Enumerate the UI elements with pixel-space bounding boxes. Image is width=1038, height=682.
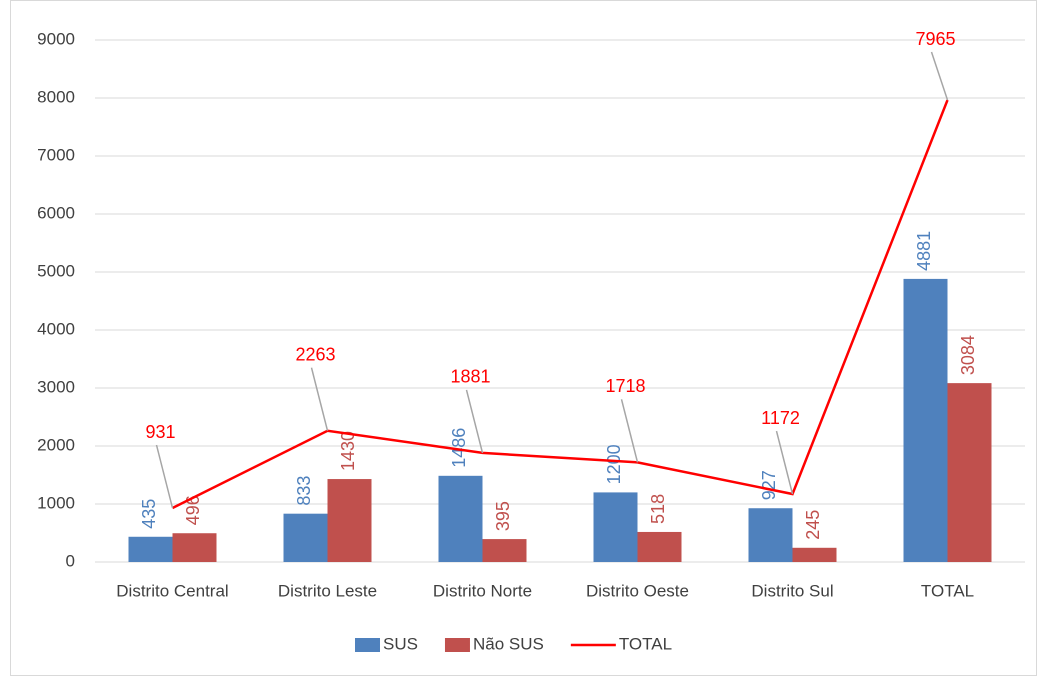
bar: [593, 492, 638, 562]
bar: [172, 533, 217, 562]
data-label: 1486: [449, 428, 469, 468]
y-tick-label: 3000: [37, 377, 75, 396]
data-label: 1200: [604, 444, 624, 484]
bar: [792, 547, 837, 562]
bar: [637, 531, 682, 562]
data-label: 7965: [915, 29, 955, 49]
leader-line: [155, 444, 174, 509]
data-label: 395: [493, 501, 513, 531]
legend-label: TOTAL: [619, 634, 672, 653]
data-label: 1430: [338, 431, 358, 471]
data-label: 435: [139, 499, 159, 529]
data-label: 496: [183, 495, 203, 525]
legend-swatch: [355, 638, 380, 652]
data-label: 833: [294, 476, 314, 506]
data-label: 1881: [450, 367, 490, 387]
data-label: 4881: [914, 231, 934, 271]
x-tick-label: Distrito Sul: [751, 581, 833, 600]
y-tick-label: 1000: [37, 493, 75, 512]
bar: [482, 539, 527, 562]
legend-swatch: [444, 638, 470, 652]
bar: [438, 475, 483, 562]
y-tick-label: 5000: [37, 261, 75, 280]
legend-label: Não SUS: [473, 634, 544, 653]
y-tick-label: 0: [66, 551, 75, 570]
x-tick-label: TOTAL: [921, 581, 974, 600]
data-label: 1718: [605, 376, 645, 396]
data-label: 3084: [958, 335, 978, 375]
y-tick-label: 6000: [37, 203, 75, 222]
leader-line: [465, 389, 484, 454]
data-label: 927: [759, 470, 779, 500]
leader-line: [775, 430, 794, 495]
y-tick-label: 8000: [37, 87, 75, 106]
bar: [748, 508, 793, 562]
y-tick-label: 7000: [37, 145, 75, 164]
legend-label: SUS: [383, 634, 418, 653]
data-label: 1172: [761, 408, 800, 428]
leader-line: [930, 51, 949, 101]
data-label: 518: [648, 494, 668, 524]
y-tick-label: 4000: [37, 319, 75, 338]
chart-frame: [10, 0, 1037, 676]
x-tick-label: Distrito Oeste: [586, 581, 689, 600]
bar: [283, 513, 328, 562]
data-label: 2263: [295, 344, 335, 364]
leader-line: [310, 367, 329, 431]
x-tick-label: Distrito Central: [116, 581, 228, 600]
data-label: 245: [803, 510, 823, 540]
bar: [327, 479, 372, 562]
bar: [128, 536, 173, 562]
bar: [947, 383, 992, 562]
data-label: 931: [145, 422, 175, 442]
x-tick-label: Distrito Leste: [278, 581, 377, 600]
y-tick-label: 2000: [37, 435, 75, 454]
y-tick-label: 9000: [37, 29, 75, 48]
bar: [903, 278, 948, 562]
line-series: [171, 99, 949, 510]
x-tick-label: Distrito Norte: [433, 581, 532, 600]
leader-line: [620, 399, 639, 463]
